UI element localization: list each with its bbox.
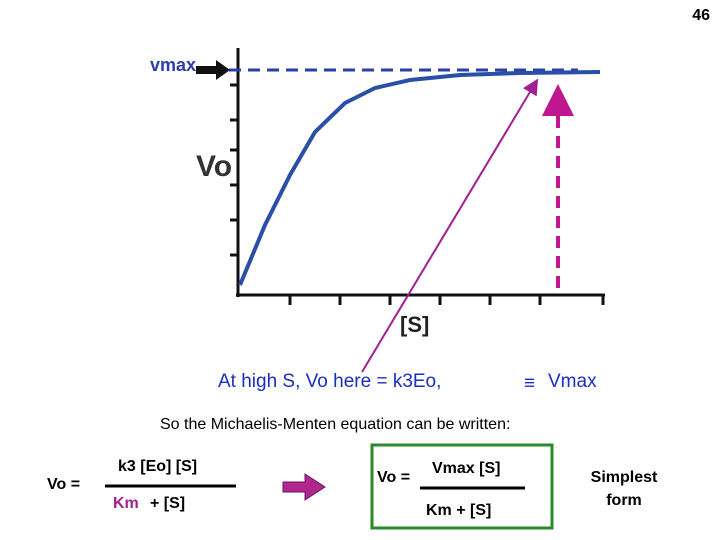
caption: At high S, Vo here = k3Eo,: [218, 371, 441, 392]
eq1-numerator: k3 [Eo] [S]: [118, 458, 197, 475]
eq2-numerator: Vmax [S]: [432, 460, 500, 477]
eq2-lhs: Vo =: [377, 469, 410, 486]
x-label: [S]: [400, 312, 429, 337]
result-box: [370, 443, 554, 530]
note-line: form: [606, 492, 642, 509]
page-number: 46: [692, 7, 710, 24]
note-line: Simplest: [591, 469, 658, 486]
eq1-km: Km: [113, 495, 139, 512]
intro: So the Michaelis-Menten equation can be …: [160, 416, 510, 433]
caption-symbol: ≡: [524, 373, 535, 394]
implies-arrow: [282, 473, 326, 501]
eq1-lhs: Vo =: [47, 476, 80, 493]
pointer-line: [361, 78, 539, 373]
y-label: Vo: [196, 150, 232, 183]
vmax-label: vmax: [150, 55, 196, 75]
eq2-denominator: Km + [S]: [426, 502, 491, 519]
graph: [230, 48, 605, 305]
curve: [238, 70, 601, 286]
caption-term: Vmax: [548, 371, 597, 392]
eq1-denominator: + [S]: [150, 495, 185, 512]
vmax-arrow: [196, 60, 230, 80]
